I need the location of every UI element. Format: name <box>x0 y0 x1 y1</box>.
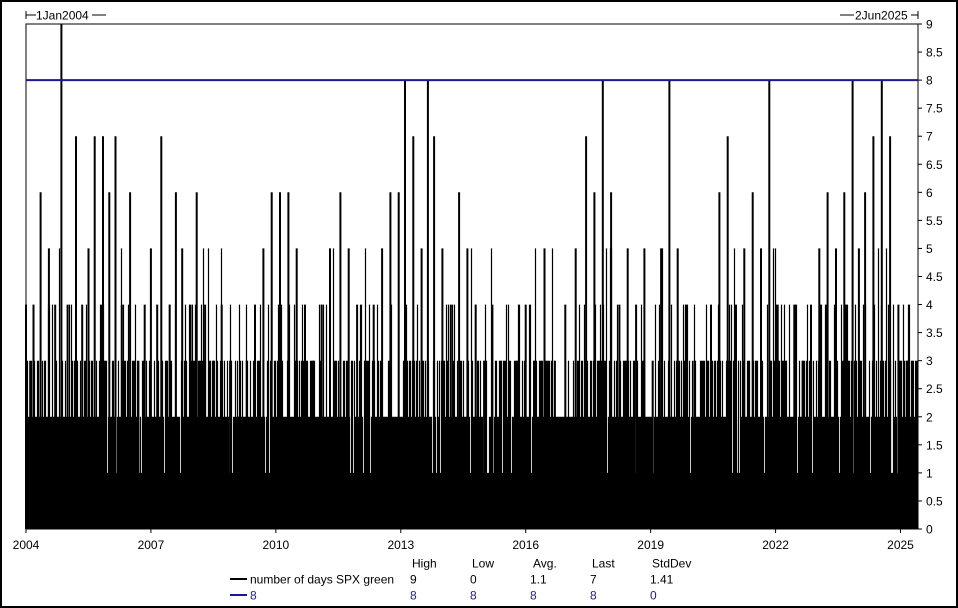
stat-high-series1: 9 <box>410 573 417 587</box>
stat-stddev-series1: 1.41 <box>650 573 674 587</box>
y-tick-label: 7.5 <box>926 102 943 116</box>
y-tick-label: 4 <box>926 298 933 312</box>
x-tick-label: 2010 <box>263 538 290 552</box>
y-tick-label: 7 <box>926 130 933 144</box>
y-tick-label: 0 <box>926 523 933 537</box>
y-tick-label: 5.5 <box>926 214 943 228</box>
y-tick-label: 3 <box>926 354 933 368</box>
x-axis: 2004 2007 2010 2013 2016 2019 2022 2025 <box>13 529 914 552</box>
stat-avg-series1: 1.1 <box>530 573 547 587</box>
x-tick-label: 2016 <box>512 538 539 552</box>
y-tick-label: 2.5 <box>926 382 943 396</box>
y-tick-label: 6.5 <box>926 158 943 172</box>
y-tick-label: 3.5 <box>926 326 943 340</box>
x-tick-label: 2004 <box>13 538 40 552</box>
stats-header-avg: Avg. <box>533 557 557 571</box>
legend-label-series2: 8 <box>250 589 257 603</box>
y-tick-label: 9 <box>926 18 933 32</box>
stat-stddev-series2: 0 <box>650 589 657 603</box>
stat-low-series1: 0 <box>470 573 477 587</box>
stat-low-series2: 8 <box>470 589 477 603</box>
x-tick-label: 2019 <box>637 538 664 552</box>
stat-last-series2: 8 <box>590 589 597 603</box>
stats-header-last: Last <box>592 557 615 571</box>
stat-high-series2: 8 <box>410 589 417 603</box>
x-tick-label: 2025 <box>887 538 914 552</box>
stats-header-stddev: StdDev <box>652 557 691 571</box>
bars-group <box>25 24 919 529</box>
y-tick-label: 8.5 <box>926 46 943 60</box>
y-tick-label: 0.5 <box>926 494 943 508</box>
y-tick-label: 5 <box>926 242 933 256</box>
legend-label-series1: number of days SPX green <box>250 573 394 587</box>
y-tick-label: 1.5 <box>926 438 943 452</box>
stats-header-low: Low <box>472 557 494 571</box>
stat-avg-series2: 8 <box>530 589 537 603</box>
range-start-label: 1Jan2004 <box>36 9 89 23</box>
stat-last-series1: 7 <box>590 573 597 587</box>
x-tick-label: 2022 <box>762 538 789 552</box>
range-markers: 1Jan2004 2Jun2025 <box>25 9 919 23</box>
x-tick-label: 2007 <box>138 538 165 552</box>
range-end-label: 2Jun2025 <box>855 9 908 23</box>
x-tick-label: 2013 <box>387 538 414 552</box>
y-tick-label: 1 <box>926 466 933 480</box>
y-tick-label: 8 <box>926 74 933 88</box>
stats-table: High Low Avg. Last StdDev number of days… <box>230 557 691 603</box>
stats-header-high: High <box>412 557 437 571</box>
y-tick-label: 4.5 <box>926 270 943 284</box>
y-tick-label: 2 <box>926 410 933 424</box>
y-tick-label: 6 <box>926 186 933 200</box>
y-axis: 0 0.5 1 1.5 2 2.5 3 3.5 4 4.5 5 5.5 6 6.5 7 7.5 8 8.5 9 <box>918 18 943 537</box>
